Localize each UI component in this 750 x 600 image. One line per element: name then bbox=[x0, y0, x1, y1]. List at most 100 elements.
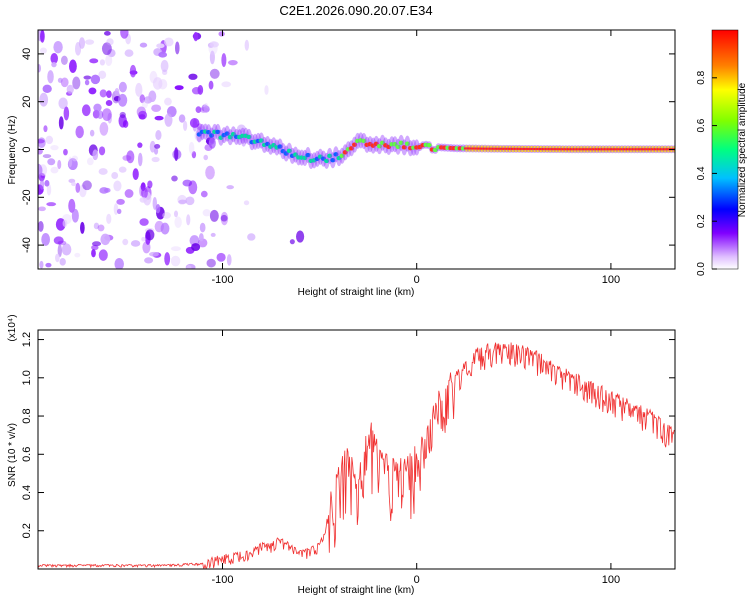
heatmap-cell bbox=[98, 146, 106, 156]
heatmap-cell bbox=[90, 74, 101, 85]
heatmap-cell bbox=[174, 147, 179, 161]
heatmap-cell bbox=[220, 214, 228, 222]
heatmap-x-label: Height of straight line (km) bbox=[298, 287, 415, 298]
heatmap-cell bbox=[583, 148, 587, 151]
heatmap-cell bbox=[230, 132, 236, 137]
heatmap-cell bbox=[398, 140, 404, 146]
heatmap-cell bbox=[71, 208, 79, 223]
heatmap-cell bbox=[163, 37, 174, 47]
heatmap-y-label: Frequency (Hz) bbox=[7, 116, 18, 185]
x-tick-label: 0 bbox=[414, 574, 420, 586]
heatmap-cell bbox=[78, 37, 86, 49]
heatmap-cell bbox=[246, 134, 252, 140]
heatmap-cell bbox=[135, 82, 143, 97]
heatmap-cell bbox=[201, 104, 209, 112]
heatmap-cell bbox=[361, 138, 367, 144]
heatmap-cell bbox=[99, 59, 106, 66]
heatmap-cell bbox=[155, 130, 162, 141]
snr-frame bbox=[37, 329, 676, 570]
heatmap-cell bbox=[247, 233, 256, 241]
heatmap-cell bbox=[480, 147, 484, 150]
heatmap-cell bbox=[499, 147, 503, 150]
heatmap-cell bbox=[224, 131, 230, 136]
heatmap-cell bbox=[226, 185, 234, 190]
heatmap-cell bbox=[164, 97, 172, 106]
y-tick-label: 1.2 bbox=[21, 332, 33, 347]
heatmap-cell bbox=[209, 68, 220, 79]
heatmap-cell bbox=[97, 110, 104, 120]
heatmap-cell bbox=[221, 53, 227, 68]
heatmap-cell bbox=[111, 172, 119, 179]
heatmap-cell bbox=[648, 148, 652, 151]
colorbar: 0.0 0.2 0.4 0.6 0.8 Normalized spectral ampl… bbox=[696, 29, 748, 276]
heatmap-cell bbox=[627, 148, 631, 151]
y-tick-label: -40 bbox=[21, 237, 33, 253]
heatmap-cell bbox=[539, 148, 543, 151]
heatmap-cell bbox=[188, 73, 198, 80]
heatmap-cell bbox=[60, 77, 69, 88]
heatmap-cell bbox=[174, 41, 180, 55]
heatmap-cell bbox=[126, 150, 135, 164]
heatmap-cell bbox=[91, 244, 99, 251]
heatmap-cell bbox=[72, 76, 81, 90]
heatmap-cell bbox=[39, 179, 45, 190]
heatmap-cell bbox=[205, 165, 215, 180]
heatmap-cell bbox=[139, 185, 144, 197]
heatmap-cell bbox=[75, 182, 81, 193]
heatmap-cell bbox=[210, 41, 219, 48]
heatmap-cell bbox=[185, 263, 196, 269]
heatmap-cell bbox=[530, 148, 534, 151]
heatmap-cell bbox=[209, 133, 215, 138]
heatmap-cell bbox=[265, 141, 271, 147]
heatmap-cell bbox=[376, 143, 382, 149]
heatmap-cell bbox=[283, 151, 289, 156]
heatmap-cell bbox=[574, 148, 578, 151]
heatmap-cell bbox=[352, 142, 358, 147]
heatmap-cell bbox=[521, 147, 525, 150]
x-tick-label: 100 bbox=[602, 274, 620, 286]
heatmap-cell bbox=[468, 147, 472, 150]
heatmap-cell bbox=[664, 148, 668, 151]
heatmap-cell bbox=[130, 240, 141, 247]
y-tick-label: 40 bbox=[21, 48, 33, 60]
heatmap-cell bbox=[105, 54, 113, 66]
heatmap-cell bbox=[493, 147, 497, 150]
heatmap-cell bbox=[158, 51, 168, 58]
heatmap-cell bbox=[348, 146, 354, 151]
heatmap-cell bbox=[508, 147, 512, 150]
heatmap-cell bbox=[474, 147, 478, 150]
heatmap-cell bbox=[487, 147, 491, 150]
heatmap-cell bbox=[264, 85, 269, 95]
heatmap-cell bbox=[496, 147, 500, 150]
heatmap-cell bbox=[39, 260, 44, 269]
y-tick-label: -20 bbox=[21, 189, 33, 205]
heatmap-cell bbox=[608, 148, 612, 151]
heatmap-cell bbox=[602, 148, 606, 151]
colorbar-label: Normalized spectral amplitude bbox=[737, 82, 748, 217]
heatmap-cell bbox=[651, 148, 655, 151]
heatmap-cell bbox=[426, 143, 432, 148]
heatmap-cell bbox=[203, 102, 209, 114]
heatmap-cell bbox=[549, 148, 553, 151]
heatmap-cell bbox=[151, 156, 160, 163]
heatmap-cell bbox=[50, 166, 59, 174]
snr-scale-label: (x10⁴) bbox=[7, 314, 18, 341]
heatmap-cell bbox=[206, 129, 212, 135]
heatmap-cell bbox=[60, 55, 68, 66]
heatmap-cell bbox=[401, 145, 407, 150]
heatmap-cell bbox=[98, 70, 107, 79]
y-tick-label: 0.2 bbox=[21, 523, 33, 538]
heatmap-cell bbox=[139, 42, 148, 48]
heatmap-cell bbox=[204, 144, 213, 151]
snr-x-ticks: -100 0 100 bbox=[211, 330, 620, 586]
heatmap-cell bbox=[558, 148, 562, 151]
snr-y-ticks: 0.2 0.4 0.6 0.8 1.0 1.2 bbox=[21, 332, 675, 538]
heatmap-cell bbox=[79, 184, 87, 198]
heatmap-cell bbox=[208, 80, 214, 90]
heatmap-cell bbox=[57, 159, 62, 170]
snr-y-label: SNR (10 * v/v) bbox=[7, 423, 18, 487]
heatmap-cell bbox=[81, 104, 91, 117]
heatmap-cell bbox=[43, 125, 48, 133]
heatmap-cell bbox=[216, 252, 226, 262]
snr-x-label: Height of straight line (km) bbox=[298, 585, 415, 596]
